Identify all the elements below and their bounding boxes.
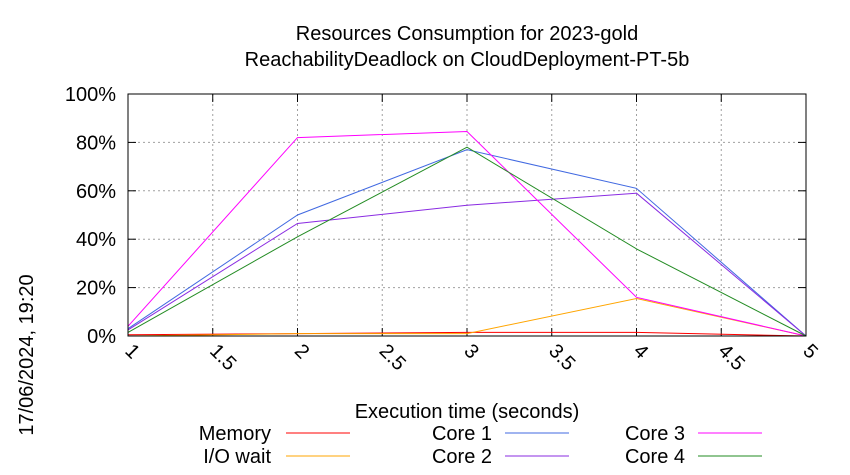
y-tick-label: 20% [76,278,116,300]
legend-label: Memory [199,423,271,445]
legend-label: Core 3 [625,423,685,445]
legend-label: I/O wait [203,446,271,468]
chart-title: Resources Consumption for 2023-gold [296,23,638,45]
y-tick-label: 60% [76,181,116,203]
legend-label: Core 4 [625,446,685,468]
series-line-core-4 [127,146,807,337]
legend-label: Core 2 [432,446,492,468]
plot-frame [127,93,807,337]
series-line-core-1 [127,149,807,337]
series-line-core-2 [127,192,807,337]
series-line-core-3 [127,130,807,337]
x-axis-label: Execution time (seconds) [355,401,580,423]
y-tick-label: 80% [76,132,116,154]
y-axis: 0% 20% 40% 60% 80% 100% [65,84,806,348]
legend-label: Core 1 [432,423,492,445]
series-line-i-o-wait [127,297,807,337]
y-tick-label: 40% [76,229,116,251]
chart-subtitle: ReachabilityDeadlock on CloudDeployment-… [245,49,690,71]
y-tick-label: 0% [87,326,116,348]
series-lines [127,130,807,337]
side-timestamp: 17/06/2024, 19:20 [16,274,38,435]
y-tick-label: 100% [65,84,116,106]
